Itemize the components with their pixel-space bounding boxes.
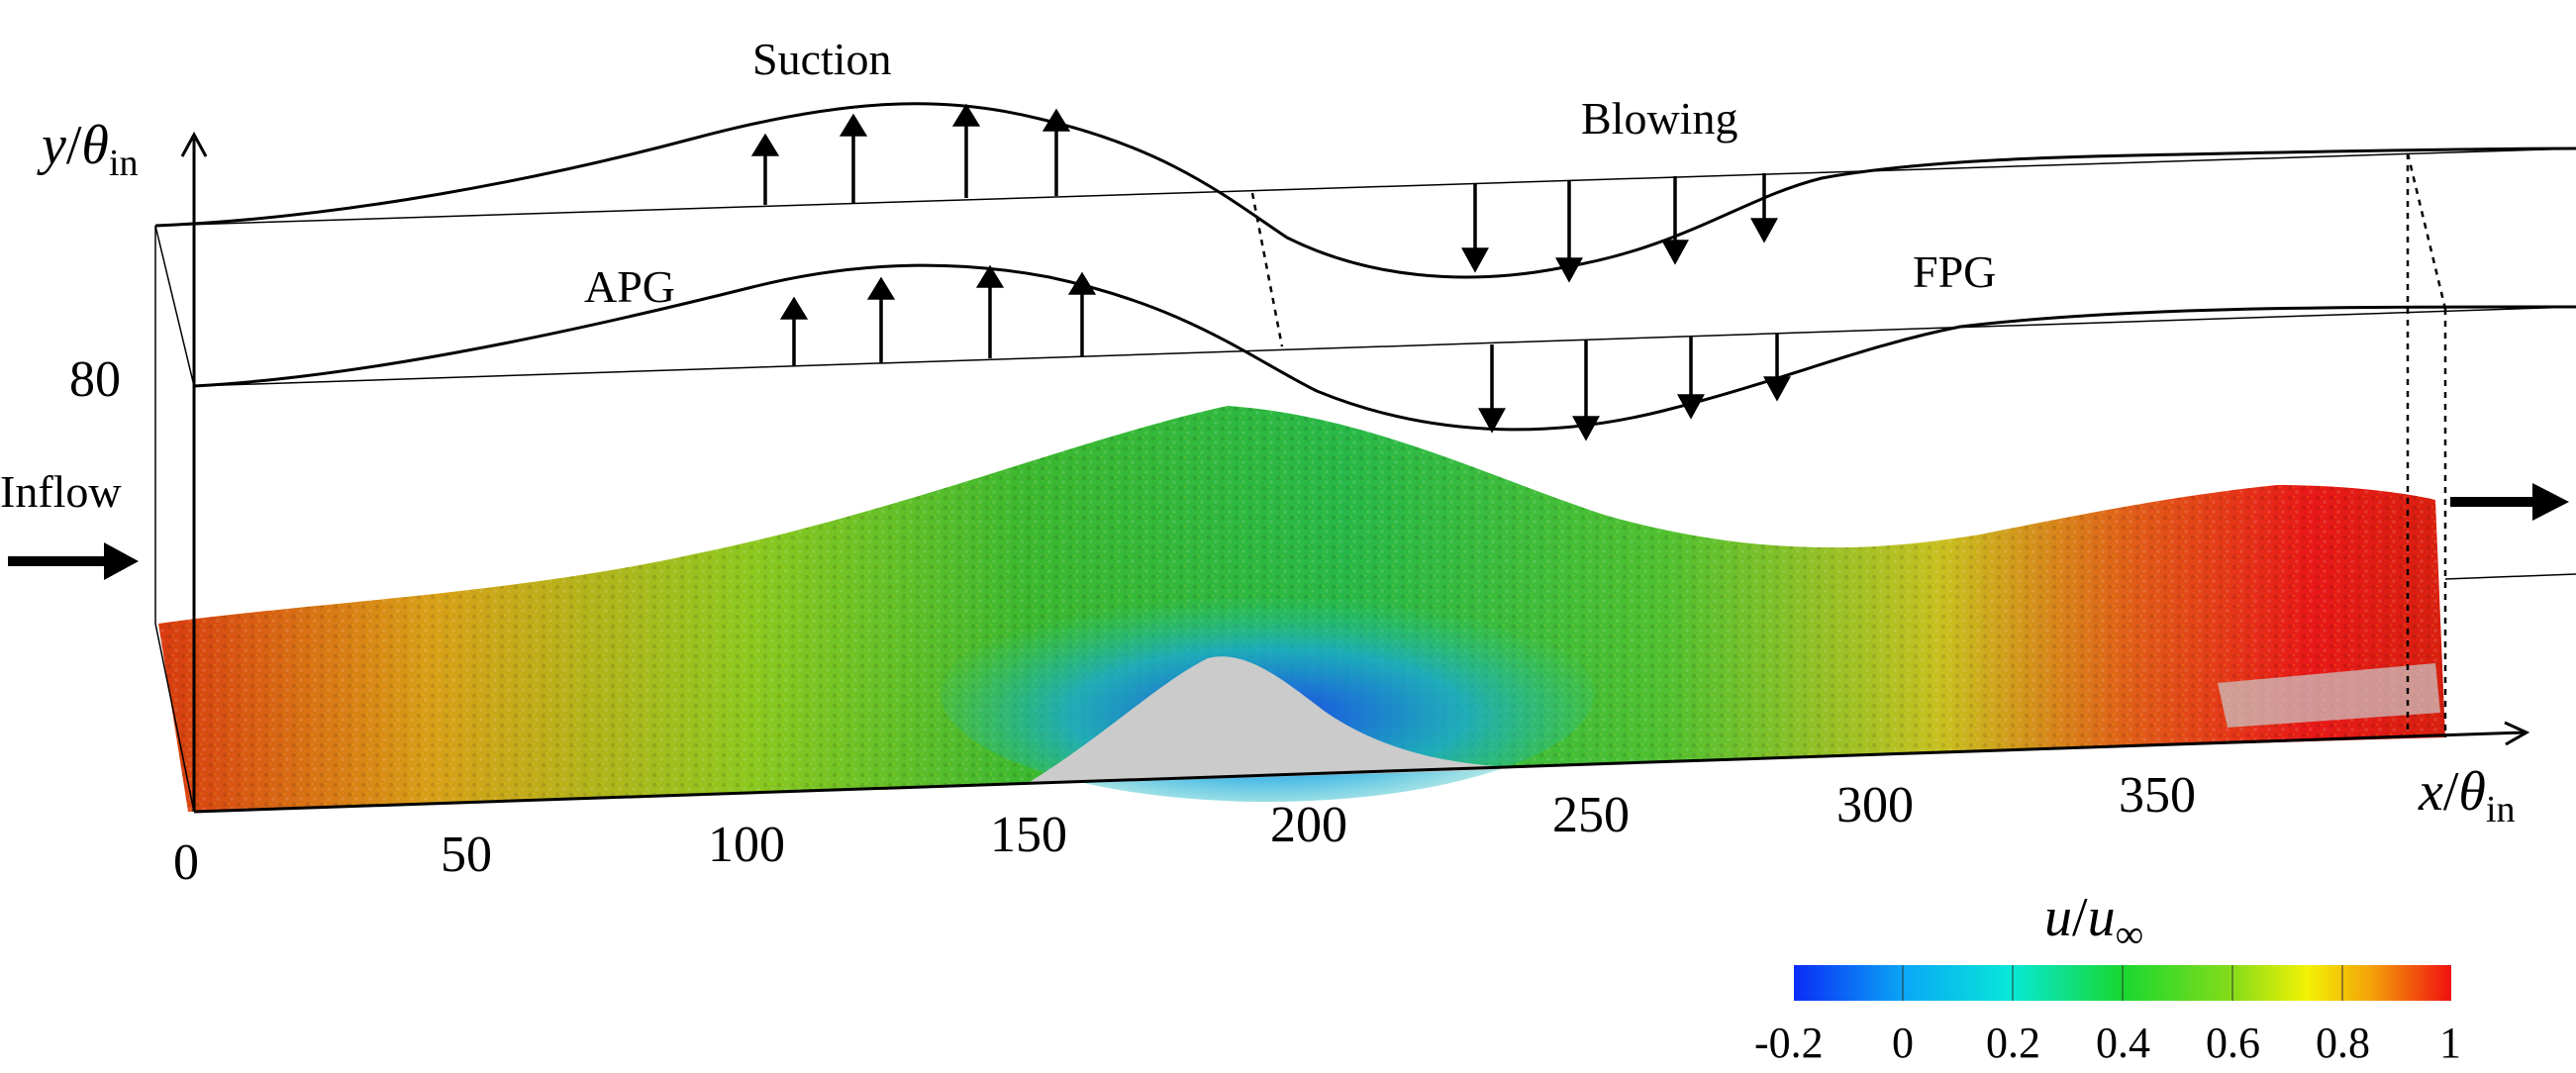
colorbar-tick-label: 0.8 [2316,1019,2370,1067]
fpg-arrows [1478,334,1791,441]
inflow-arrow [8,542,139,580]
separation-region [1030,656,1505,784]
x-tick-label: 200 [1270,797,1347,853]
label-apg: APG [584,261,675,312]
turbulent-flow-field [158,406,2445,812]
axes [180,131,2530,814]
label-inflow: Inflow [0,466,122,517]
colorbar-tick-label: 1 [2439,1019,2461,1067]
x-tick-label: 0 [173,834,199,891]
box-right-back-plane [2444,573,2576,580]
x-tick-label: 300 [1836,777,1914,833]
blowing-arrows [1461,173,1778,283]
upper-boundary-mid [193,306,2576,387]
x-tick-labels: 0 50 100 150 200 250 300 350 [173,767,2196,891]
suction-arrows [750,103,1071,205]
x-axis-arrowhead [2504,721,2530,746]
colorbar-tick-label: -0.2 [1754,1019,1824,1067]
upper-boundary-back [154,147,2576,227]
colorbar-tick-label: 0 [1892,1019,1914,1067]
box-left-diag-top [154,225,195,387]
colorbar-tick-label: 0.2 [1986,1019,2040,1067]
x-tick-label: 250 [1552,787,1630,843]
x-tick-label: 350 [2119,767,2196,824]
x-tick-label: 150 [990,807,1067,863]
colorbar: u/u∞ -0.2 0 0.2 0.4 0.6 0.8 1 [1754,887,2461,1067]
suction-blowing-profile-back [154,102,2576,279]
colorbar-tick-label: 0.6 [2206,1019,2260,1067]
y-axis-label: y/θin [37,115,139,184]
outlet-gray-patch [2218,663,2440,728]
y-tick-80: 80 [69,351,121,408]
colorbar-title: u/u∞ [2044,887,2143,956]
x-tick-label: 50 [441,827,492,883]
label-fpg: FPG [1913,246,1996,297]
domain-box [154,102,2576,813]
apg-fpg-profile-front [193,263,2576,432]
apg-arrows [779,264,1097,366]
outlet-dotted-diag [2406,152,2447,310]
label-suction: Suction [752,34,892,84]
separation-dotted-line [1250,192,1284,347]
label-blowing: Blowing [1581,93,1737,144]
box-left-diag-bottom [154,623,195,813]
x-axis-label: x/θin [2418,761,2516,830]
y-axis-arrowhead [180,131,208,157]
outflow-arrow [2450,483,2569,521]
x-tick-label: 100 [708,817,785,873]
x-axis [193,731,2526,814]
colorbar-tick-label: 0.4 [2096,1019,2150,1067]
